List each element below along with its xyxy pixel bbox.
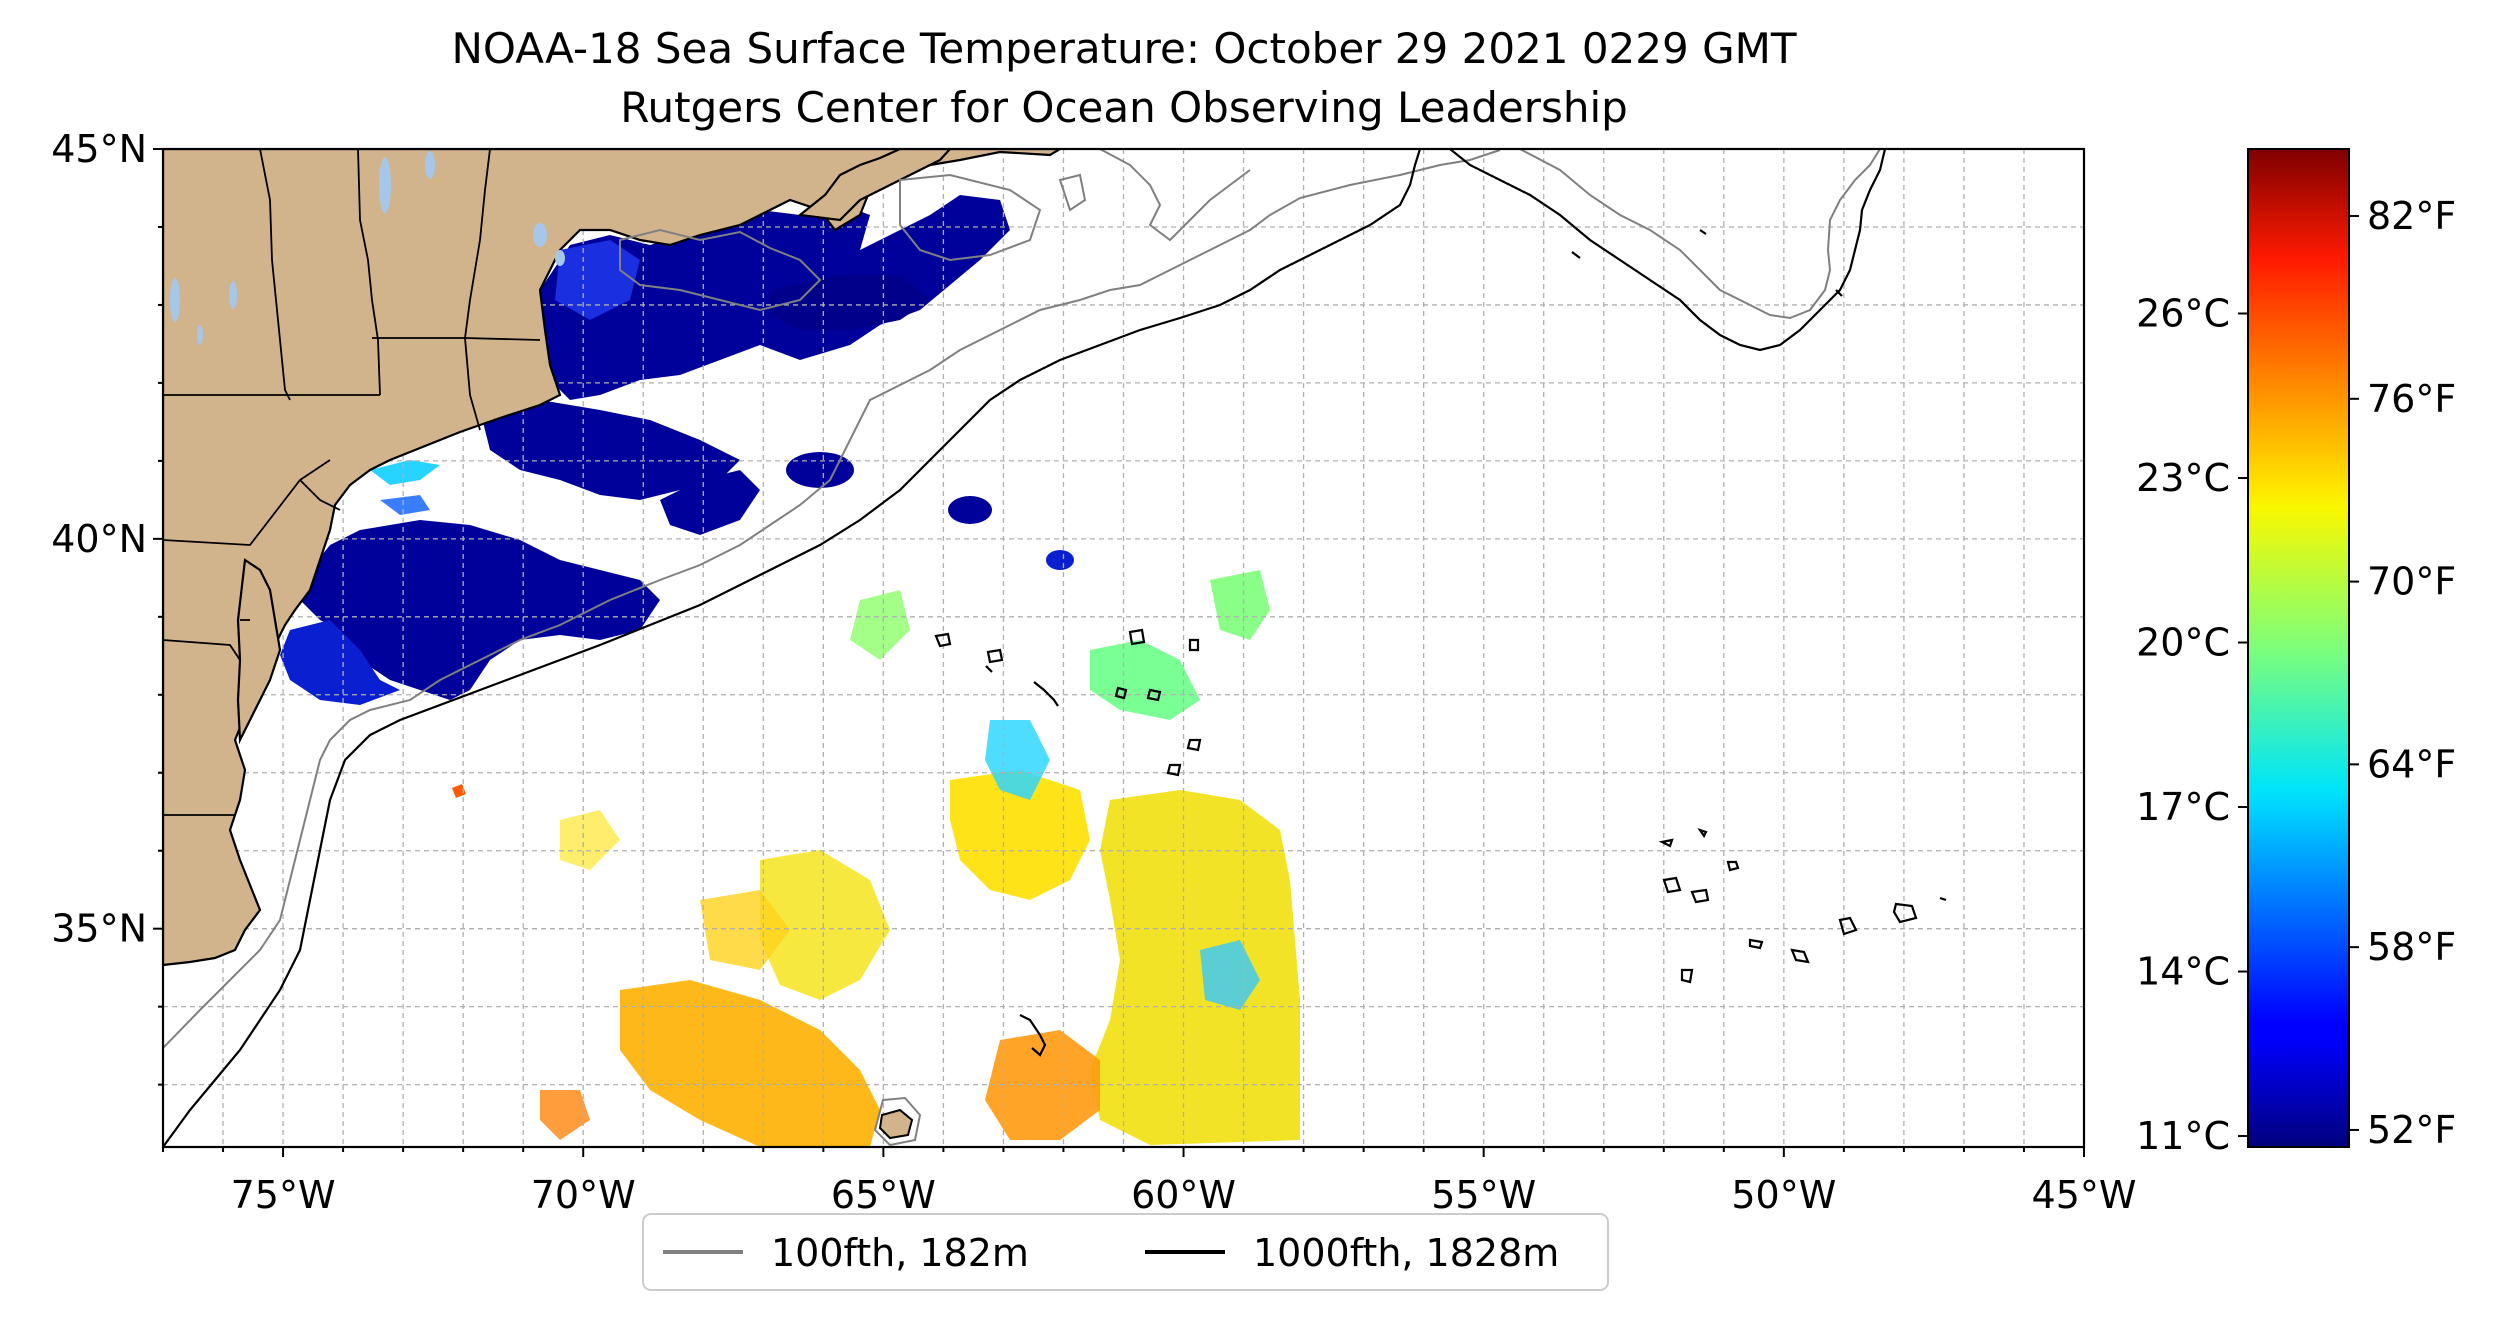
- colorbar-fahrenheit-label: 64°F: [2367, 742, 2456, 786]
- state-borders: [163, 149, 541, 816]
- sst-patch-mid-atlantic-bight: [300, 520, 660, 700]
- sst-patch-sargasso-west: [760, 850, 890, 1000]
- sst-patch-orange-small: [452, 784, 466, 798]
- colorbar-celsius-label: 14°C: [2136, 950, 2230, 994]
- sst-patch-green-scatter: [850, 590, 910, 660]
- colorbar-celsius-ticks: 11°C 14°C 17°C 20°C 23°C 26°C: [2136, 292, 2248, 1158]
- sst-patch-green-north: [1090, 640, 1200, 720]
- x-tick-label: 75°W: [231, 1173, 336, 1217]
- y-tick-label: 45°N: [51, 127, 147, 171]
- colorbar-celsius-label: 11°C: [2136, 1114, 2230, 1158]
- sst-patch-slope-blob-3: [1046, 550, 1074, 570]
- sst-patch-ny-bight-blue: [380, 495, 430, 515]
- colorbar-celsius-label: 20°C: [2136, 621, 2230, 665]
- x-tick-label: 60°W: [1131, 1173, 1236, 1217]
- legend-label-1000fth: 1000fth, 1828m: [1253, 1231, 1559, 1275]
- sst-patch-chesapeake-shelf: [280, 620, 400, 705]
- map-title-line1: NOAA-18 Sea Surface Temperature: October…: [451, 24, 1796, 73]
- land-bermuda: [878, 1108, 914, 1140]
- colorbar-fahrenheit-label: 58°F: [2367, 925, 2456, 969]
- land-layer: [163, 149, 1063, 1140]
- temperature-colorbar: 11°C 14°C 17°C 20°C 23°C 26°C 52°F 58°F 64°F 70°…: [2136, 148, 2456, 1158]
- y-tick-label: 35°N: [51, 907, 147, 951]
- sst-patch-slope-blob-2: [948, 496, 992, 524]
- x-tick-label: 45°W: [2032, 1173, 2137, 1217]
- colorbar-fahrenheit-label: 82°F: [2367, 194, 2456, 238]
- sst-patch-cyan-east: [1200, 940, 1260, 1010]
- colorbar-fahrenheit-label: 70°F: [2367, 560, 2456, 604]
- map-title-line2: Rutgers Center for Ocean Observing Leade…: [620, 83, 1628, 132]
- map-tick-marks: [153, 148, 2085, 1157]
- isobath-1000fth: [163, 149, 1947, 1147]
- legend-label-100fth: 100fth, 182m: [771, 1231, 1029, 1275]
- sst-data-layer: [170, 195, 1300, 1147]
- lakes: [170, 151, 565, 345]
- sst-patch-orange-west: [540, 1090, 590, 1140]
- sst-patch-ny-bight-cyan: [370, 460, 440, 485]
- colorbar-fahrenheit-label: 52°F: [2367, 1108, 2456, 1152]
- colorbar-celsius-label: 26°C: [2136, 292, 2230, 336]
- colorbar-fahrenheit-ticks: 52°F 58°F 64°F 70°F 76°F 82°F: [2349, 194, 2456, 1152]
- sst-patch-sargasso-east: [1090, 790, 1300, 1145]
- sst-patch-gulf-stream-south: [620, 980, 880, 1147]
- latitude-labels: 45°N 40°N 35°N: [51, 127, 147, 951]
- colorbar-gradient: [2247, 148, 2350, 1148]
- colorbar-celsius-label: 23°C: [2136, 456, 2230, 500]
- isobath-legend: 100fth, 182m 1000fth, 1828m: [642, 1213, 1609, 1291]
- legend-box: [642, 1213, 1609, 1291]
- map-panel: 75°W 70°W 65°W 60°W 55°W 50°W 45°W 45°N 40°N 35°…: [51, 127, 2136, 1217]
- sst-patch-gulf-of-maine-brighter: [555, 240, 640, 320]
- colorbar-celsius-label: 17°C: [2136, 785, 2230, 829]
- sst-patch-sargasso-central: [950, 770, 1090, 900]
- x-tick-label: 55°W: [1431, 1173, 1536, 1217]
- sst-patch-southern-gulf-stream: [985, 1030, 1100, 1140]
- sst-patch-southern-new-england: [480, 400, 740, 500]
- sst-patch-slope-blob-1: [786, 452, 854, 488]
- colorbar-fahrenheit-label: 76°F: [2367, 377, 2456, 421]
- longitude-labels: 75°W 70°W 65°W 60°W 55°W 50°W 45°W: [231, 1173, 2137, 1217]
- x-tick-label: 70°W: [531, 1173, 636, 1217]
- sst-patch-outer-shelf-mab: [660, 470, 760, 535]
- sst-patch-warm-offshore: [700, 890, 790, 970]
- x-tick-label: 65°W: [831, 1173, 936, 1217]
- y-tick-label: 40°N: [51, 517, 147, 561]
- x-tick-label: 50°W: [1731, 1173, 1836, 1217]
- sst-patch-green-east: [1210, 570, 1270, 640]
- land-nova-scotia-cape-cod: [797, 149, 952, 222]
- isobath-100fth: [163, 149, 1881, 1147]
- land-north-america: [163, 149, 1063, 967]
- sst-patch-yellow-scatter: [560, 810, 620, 870]
- sst-patch-cyan-filaments: [985, 720, 1050, 800]
